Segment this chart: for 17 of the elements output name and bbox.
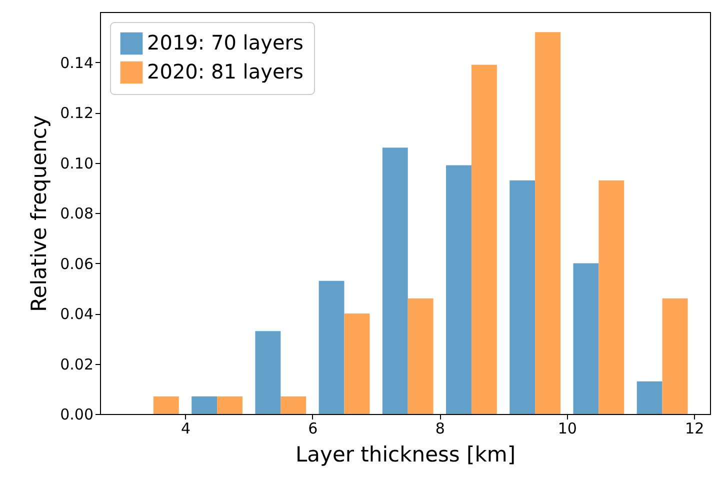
y-axis-title: Relative frequency bbox=[27, 115, 52, 312]
x-tick-label: 8 bbox=[435, 420, 445, 438]
x-axis-title: Layer thickness [km] bbox=[295, 442, 516, 466]
y-tick-label: 0.02 bbox=[60, 355, 94, 374]
x-tick-label: 10 bbox=[558, 420, 577, 438]
x-tick-label: 6 bbox=[308, 420, 318, 438]
x-tick-label: 4 bbox=[180, 420, 191, 438]
y-tick-label: 0.08 bbox=[60, 204, 94, 222]
y-tick-label: 0.06 bbox=[60, 254, 94, 273]
y-tick-label: 0.12 bbox=[60, 104, 94, 122]
y-tick-label: 0.04 bbox=[60, 305, 94, 323]
legend-label: 2019: 70 layers bbox=[147, 30, 304, 54]
y-tick-label: 0.14 bbox=[60, 54, 94, 72]
y-tick-label: 0.00 bbox=[60, 406, 94, 424]
y-tick-label: 0.10 bbox=[60, 154, 94, 172]
legend-label: 2020: 81 layers bbox=[147, 60, 304, 84]
x-tick-label: 12 bbox=[685, 420, 704, 438]
